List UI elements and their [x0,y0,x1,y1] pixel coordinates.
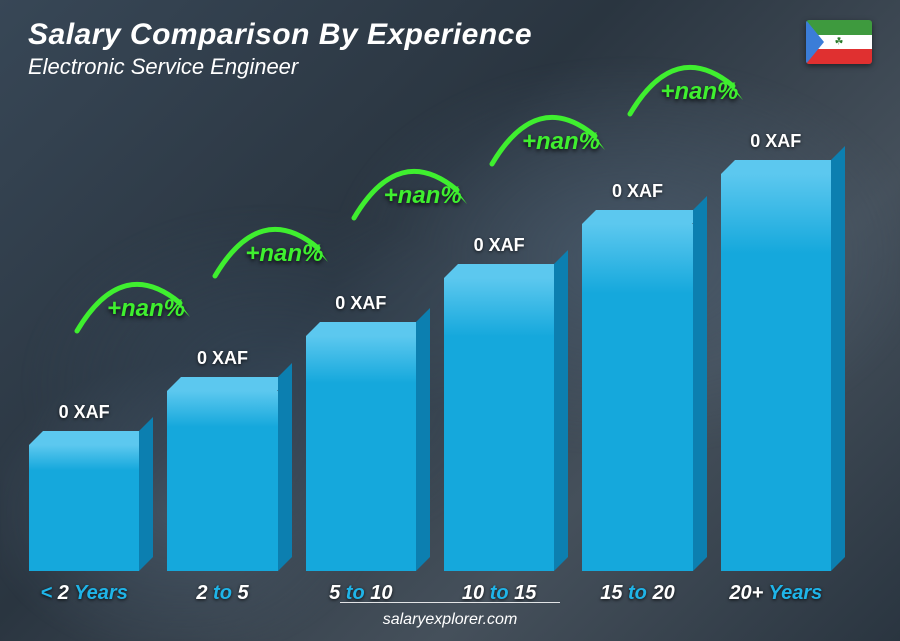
bar-category-label: 20+ Years [729,582,822,605]
bar-slot: 0 XAF15 to 20+nan% [573,120,701,571]
bar-slot: 0 XAF20+ Years+nan% [712,120,840,571]
bar-category-label: < 2 Years [40,582,127,605]
bar-value-label: 0 XAF [750,131,801,152]
bar-top-face [582,210,706,224]
bar-slot: 0 XAF2 to 5+nan% [158,120,286,571]
flag-triangle [806,20,824,64]
footer-divider [340,602,560,603]
bar [29,445,139,571]
bar-side-face [693,196,707,571]
bar-front [167,391,277,571]
bar-value-label: 0 XAF [197,348,248,369]
bar-top-face [167,377,291,391]
bar-side-face [831,146,845,571]
bar-front [582,224,692,571]
page-title: Salary Comparison By Experience [28,18,872,52]
bar-front [444,278,554,571]
bar [444,278,554,571]
bar-category-label: 15 to 20 [600,582,675,605]
pct-change-label: +nan% [107,295,185,323]
bar-side-face [278,363,292,571]
bar-front [721,174,831,571]
country-flag: ☘ [806,20,872,64]
bar-front [306,336,416,571]
bar [721,174,831,571]
pct-change-label: +nan% [245,240,323,268]
bar-category-label: 2 to 5 [196,582,248,605]
header: Salary Comparison By Experience Electron… [28,18,872,80]
pct-change-label: +nan% [522,128,600,156]
page-subtitle: Electronic Service Engineer [28,54,872,80]
flag-emblem-icon: ☘ [835,37,844,48]
bar-top-face [29,431,153,445]
bars-container: 0 XAF< 2 Years0 XAF2 to 5+nan%0 XAF5 to … [20,120,840,571]
bar-top-face [306,322,430,336]
bar-slot: 0 XAF< 2 Years [20,120,148,571]
bar-top-face [721,160,845,174]
chart-area: 0 XAF< 2 Years0 XAF2 to 5+nan%0 XAF5 to … [20,120,840,571]
bar [167,391,277,571]
bar-value-label: 0 XAF [474,235,525,256]
bar-side-face [416,308,430,571]
bar-value-label: 0 XAF [59,402,110,423]
bar-value-label: 0 XAF [335,293,386,314]
bar-side-face [554,250,568,571]
pct-change-label: +nan% [660,78,738,106]
bar-front [29,445,139,571]
bar-value-label: 0 XAF [612,181,663,202]
footer-text: salaryexplorer.com [0,611,900,629]
bar-top-face [444,264,568,278]
bar [582,224,692,571]
bar-side-face [139,417,153,571]
pct-change-label: +nan% [384,182,462,210]
bar [306,336,416,571]
bar-slot: 0 XAF10 to 15+nan% [435,120,563,571]
